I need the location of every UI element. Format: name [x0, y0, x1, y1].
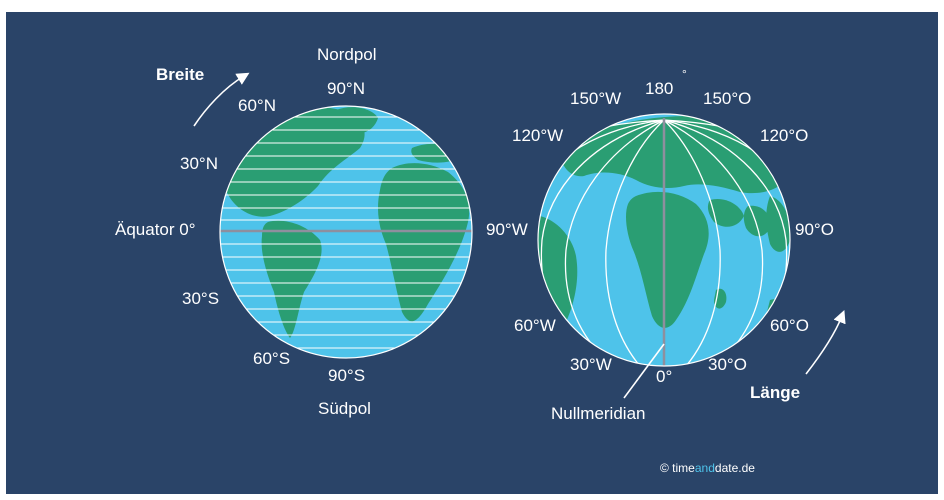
- lon-60o-label: 60°O: [770, 316, 809, 335]
- south-pole-label: Südpol: [318, 399, 371, 418]
- credit-highlight: and: [694, 461, 715, 475]
- equator-label: Äquator 0°: [115, 220, 196, 239]
- lat-60s-label: 60°S: [253, 349, 291, 368]
- lon-150o-label: 150°O: [703, 89, 752, 108]
- lat-30s-label: 30°S: [182, 289, 220, 308]
- latitude-globe: [219, 105, 473, 359]
- lon-0-label: 0°: [656, 367, 673, 386]
- laenge-heading: Länge: [750, 383, 801, 402]
- right-globe-outline: [537, 113, 791, 367]
- lon-180-degree-mark: °: [682, 67, 687, 81]
- lat-90s-label: 90°S: [328, 366, 366, 385]
- credit-prefix: © time: [660, 461, 695, 475]
- lon-30o-label: 30°O: [708, 355, 747, 374]
- lat-60n-label: 60°N: [238, 96, 276, 115]
- lon-180-label: 180: [645, 79, 674, 98]
- lon-120w-label: 120°W: [512, 126, 564, 145]
- nullmeridian-pointer: [623, 343, 665, 399]
- lat-90n-label: 90°N: [327, 79, 365, 98]
- lon-150w-label: 150°W: [570, 89, 622, 108]
- lon-60w-label: 60°W: [514, 316, 556, 335]
- lon-90o-label: 90°O: [795, 220, 834, 239]
- lon-90w-label: 90°W: [486, 220, 528, 239]
- credit-suffix: date.de: [714, 461, 755, 475]
- left-globe-outline: [219, 105, 473, 359]
- laenge-arrow-icon: [805, 310, 846, 375]
- lon-120o-label: 120°O: [760, 126, 809, 145]
- lat-30n-label: 30°N: [180, 154, 218, 173]
- breite-heading: Breite: [156, 65, 205, 84]
- prime-meridian-label: Nullmeridian: [551, 404, 646, 423]
- credit-text: © timeanddate.de: [660, 461, 755, 475]
- breite-arrow-icon: [193, 72, 250, 127]
- lon-30w-label: 30°W: [570, 355, 612, 374]
- longitude-globe: [537, 113, 791, 367]
- north-pole-label: Nordpol: [317, 45, 377, 64]
